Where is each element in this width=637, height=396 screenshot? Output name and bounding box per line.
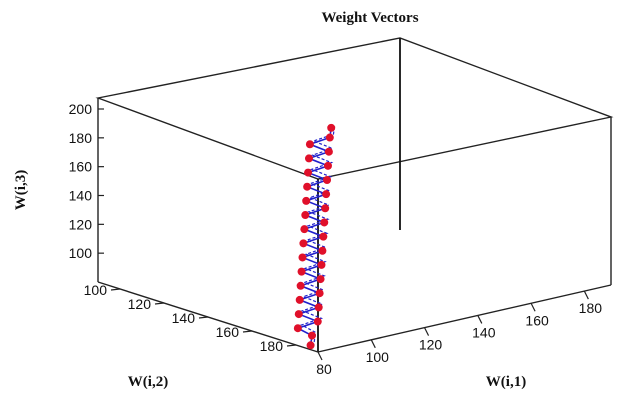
weight-vector-point: [297, 282, 305, 290]
weight-vector-point: [320, 218, 328, 226]
x-tick-mark: [531, 303, 535, 311]
weight-vector-point: [322, 190, 330, 198]
weight-vector-point: [304, 169, 312, 177]
weight-vector-point: [326, 134, 334, 142]
weight-vector-point: [315, 303, 323, 311]
z-axis-label: W(i,3): [13, 170, 29, 210]
y-tick-mark: [287, 345, 296, 346]
weight-vector-point: [301, 211, 309, 219]
x-tick-label: 160: [525, 312, 549, 328]
weight-vector-point: [305, 154, 313, 162]
weight-vector-point: [303, 183, 311, 191]
y-axis-ticks: 100 120 140 160 180: [84, 282, 296, 354]
weight-vector-point: [317, 261, 325, 269]
z-tick-label: 100: [69, 245, 93, 261]
box-top-face: [98, 38, 611, 179]
x-tick-mark: [318, 352, 322, 360]
box-bottom-right-edge: [318, 285, 611, 352]
x-axis-label: W(i,1): [486, 374, 526, 390]
y-axis-label: W(i,2): [128, 374, 168, 390]
z-tick-label: 180: [69, 130, 93, 146]
x-tick-mark: [584, 291, 588, 299]
x-tick-mark: [371, 340, 375, 348]
weight-vector-point: [296, 296, 304, 304]
x-tick-label: 180: [579, 300, 603, 316]
weight-vector-point: [298, 253, 306, 261]
weight-vector-point: [298, 268, 306, 276]
weight-vector-point: [316, 289, 324, 297]
x-axis-ticks: 80 100 120 140 160 180: [316, 291, 602, 377]
y-tick-label: 180: [260, 338, 284, 354]
weight-vector-point: [307, 341, 315, 349]
weight-vector-point: [318, 247, 326, 255]
x-tick-label: 120: [419, 337, 443, 353]
y-tick-label: 160: [216, 324, 240, 340]
axes-box: [98, 38, 611, 352]
chart-title: Weight Vectors: [321, 10, 418, 26]
z-tick-label: 120: [69, 216, 93, 232]
x-tick-mark: [478, 315, 482, 323]
weight-vector-point: [327, 124, 335, 132]
y-tick-mark: [111, 289, 120, 290]
z-tick-label: 160: [69, 159, 93, 175]
y-tick-label: 140: [172, 310, 196, 326]
y-tick-label: 100: [84, 282, 108, 298]
weight-vector-point: [321, 204, 329, 212]
weight-vector-point: [325, 148, 333, 156]
weight-vector-point: [323, 176, 331, 184]
weight-vector-point: [317, 275, 325, 283]
y-tick-label: 120: [128, 296, 152, 312]
weight-vector-points: [294, 124, 335, 349]
y-tick-mark: [155, 303, 164, 304]
z-tick-label: 140: [69, 188, 93, 204]
x-tick-label: 100: [366, 349, 390, 365]
x-tick-label: 80: [316, 361, 332, 377]
weight-vector-point: [294, 324, 302, 332]
weight-vector-point: [302, 197, 310, 205]
weight-vector-point: [324, 162, 332, 170]
y-tick-mark: [243, 331, 252, 332]
weight-vector-point: [314, 318, 322, 326]
z-tick-label: 200: [69, 101, 93, 117]
weight-vector-lines: [298, 125, 335, 346]
weight-vector-point: [300, 225, 308, 233]
y-tick-mark: [199, 317, 208, 318]
weight-vector-point: [299, 239, 307, 247]
weight-vector-point: [319, 233, 327, 241]
weight-vector-point: [295, 310, 303, 318]
weight-vector-point: [308, 332, 316, 340]
x-tick-mark: [425, 328, 429, 336]
x-tick-label: 140: [472, 324, 496, 340]
weight-vector-point: [306, 140, 314, 148]
